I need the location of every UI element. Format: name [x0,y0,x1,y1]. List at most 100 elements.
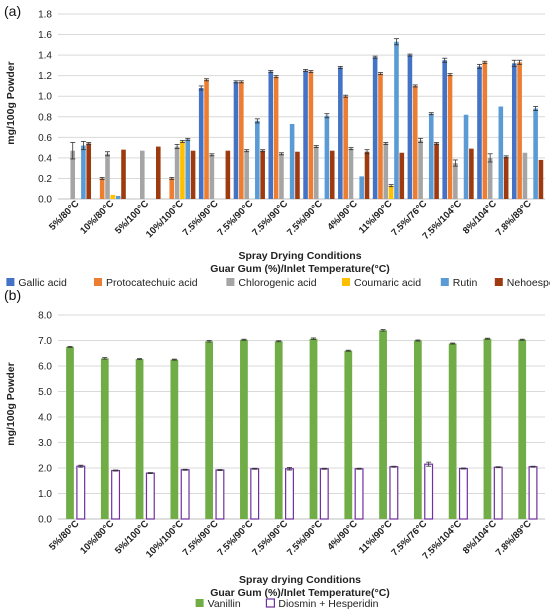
bar-nehoesperidin [260,150,265,199]
x-tick-label: 10%/80°C [78,198,116,236]
error-bar [209,153,215,157]
x-tick-label: 7.5%/90°C [250,518,290,558]
bar-vanillin [135,359,144,519]
error-bar [238,80,244,84]
bar-protocatechuic-acid [239,81,244,199]
legend-item: Chlorogenic acid [226,277,317,289]
panel-b-gridlines [58,314,545,520]
bar-vanillin [170,359,179,519]
error-bar [364,149,370,155]
bar-nehoesperidin [225,150,231,199]
panel-a-gridlines [58,13,545,200]
bar-protocatechuic-acid [482,62,488,199]
error-bar [345,349,351,352]
chart-panel-a: (a) mg/100g Powder 0.0 0.2 0.4 0.6 0.8 1.0 1.2… [4,3,550,289]
error-bar [313,145,319,149]
bar-chlorogenic-acid [105,153,110,199]
error-bar [503,155,509,159]
x-tick-label: 4%/90°C [325,198,359,232]
bar-diosmin-hesperidin [250,468,260,520]
legend-item: Nehoesperidin [494,277,550,289]
error-bar [321,467,327,470]
bar-chlorogenic-acid [418,140,423,199]
legend-swatch [226,278,235,286]
x-tick-label: 5%/80°C [47,518,81,552]
panel-a-label: (a) [4,3,21,19]
bar-chlorogenic-acid [348,148,354,199]
bar-protocatechuic-acid [204,79,209,199]
legend-swatch [6,278,15,286]
error-bar [460,467,466,470]
legend-swatch [265,598,275,608]
error-bar [198,85,204,91]
error-bar [447,73,453,77]
y-tick-label: 0.0 [38,195,52,206]
bar-protocatechuic-acid [343,96,348,199]
error-bar [324,113,330,119]
bar-rutin [498,106,504,199]
error-bar [233,80,239,84]
bar-vanillin [240,339,248,519]
y-tick-label: 8.0 [38,311,52,322]
error-bar [179,140,185,143]
error-bar [147,472,153,475]
error-bar [377,72,383,76]
error-bar [204,78,210,82]
panel-a-x-tick-labels: 5%/80°C10%/80°C5%/100°C10%/100°C7.5%/90°… [47,198,534,242]
bar-nehoesperidin [86,143,92,199]
y-tick-label: 0.0 [38,515,52,526]
bar-diosmin-hesperidin [319,468,329,520]
bar-rutin [533,108,538,199]
error-bar [260,149,266,153]
bar-vanillin [100,358,109,519]
error-bar [476,63,482,69]
error-bar [337,66,343,69]
error-bar [241,338,247,341]
bar-protocatechuic-acid [273,76,279,199]
error-bar [268,70,274,73]
error-bar [80,141,86,151]
error-bar [303,69,309,72]
error-bar [372,55,378,59]
panel-b-y-tick-labels: 0.0 1.0 2.0 3.0 4.0 5.0 6.0 7.0 8.0 [38,311,52,526]
error-bar [412,84,418,88]
bar-diosmin-hesperidin [493,466,503,520]
bar-rutin [81,145,86,199]
bar-vanillin [448,343,457,519]
panel-a-bars [70,38,544,200]
panel-a-y-axis-label: mg/100g Powder [5,61,17,144]
error-bar [137,358,143,361]
error-bar [217,469,223,471]
error-bar [517,59,523,65]
legend-item: Gallic acid [6,277,67,289]
bar-vanillin [309,338,318,519]
bar-vanillin [274,341,283,519]
bar-vanillin [483,338,492,519]
x-tick-label: 7.5%/90°C [215,198,255,238]
error-bar [452,159,458,167]
error-bar [391,465,397,468]
legend-swatch [440,278,449,286]
bar-coumaric-acid [110,194,116,199]
bar-chlorogenic-acid [140,150,145,199]
bar-nehoesperidin [190,150,196,199]
bar-protocatechuic-acid [517,62,522,199]
error-bar [450,342,456,345]
error-bar [308,70,314,73]
bar-diosmin-hesperidin [76,465,86,520]
x-tick-label: 4%/90°C [325,518,359,552]
y-tick-label: 2.0 [38,464,52,475]
bar-nehoesperidin [503,156,509,199]
bar-protocatechuic-acid [412,85,418,199]
bar-rutin [255,120,260,199]
bar-nehoesperidin [295,151,300,199]
bar-diosmin-hesperidin [458,467,468,520]
error-bar [393,38,399,46]
bar-diosmin-hesperidin [111,469,121,520]
y-tick-label: 1.2 [38,71,52,82]
bar-protocatechuic-acid [378,73,383,199]
bar-gallic-acid [442,60,447,199]
bar-diosmin-hesperidin [145,472,155,520]
y-tick-label: 4.0 [38,413,52,424]
error-bar [415,339,421,342]
